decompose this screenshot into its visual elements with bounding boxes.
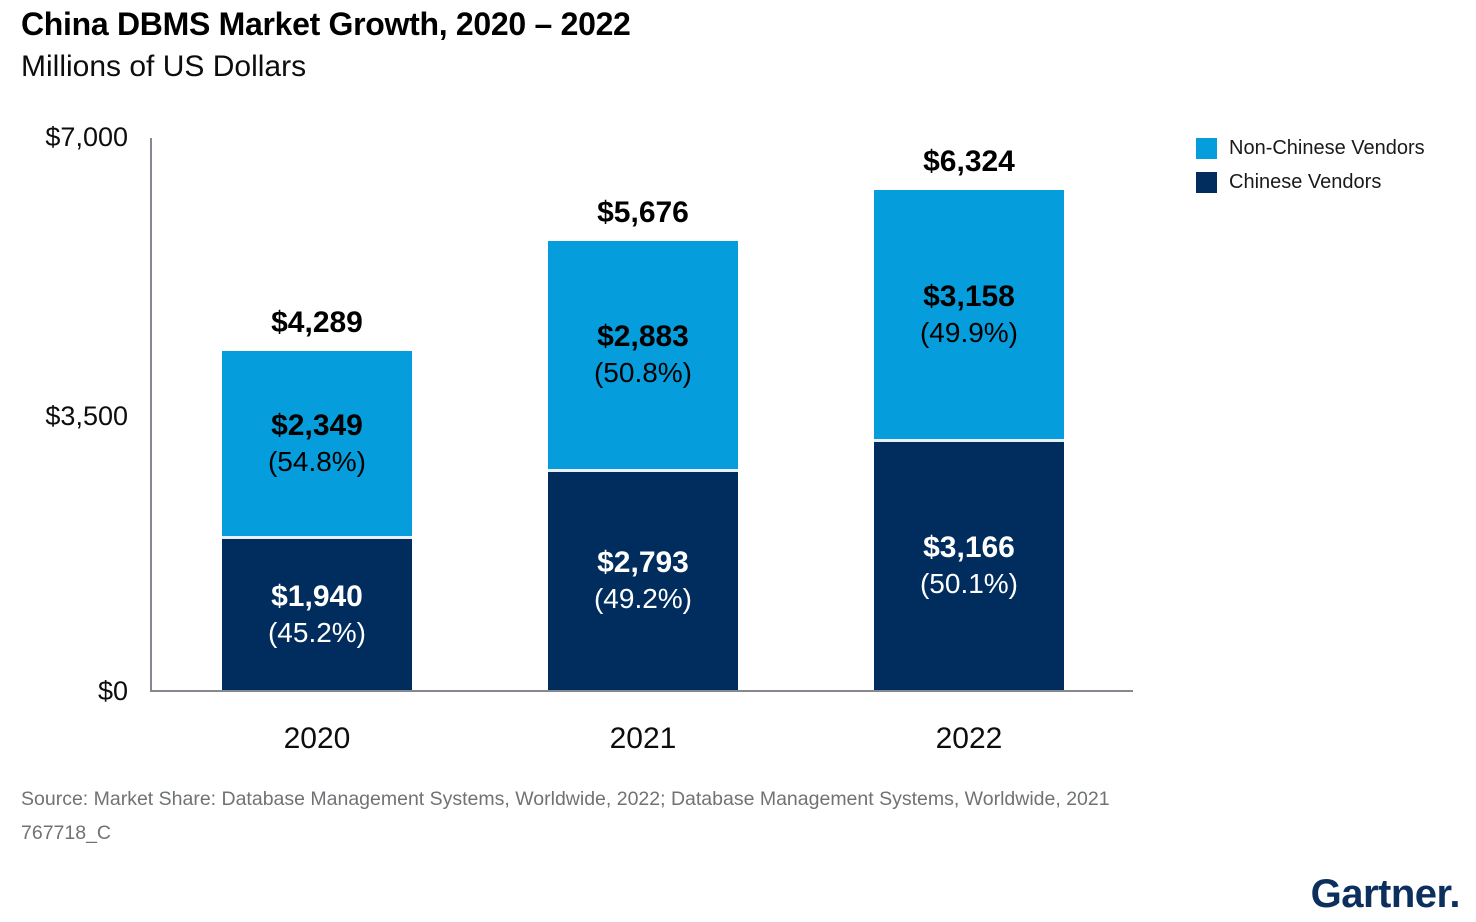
- bar-segment-non-chinese-2022: $3,158 (49.9%): [874, 190, 1064, 439]
- legend-label: Non-Chinese Vendors: [1229, 136, 1425, 159]
- bar-2022: $6,324 $3,158 (49.9%) $3,166 (50.1%): [874, 145, 1064, 690]
- legend-item-non-chinese-vendors: Non-Chinese Vendors: [1196, 131, 1425, 165]
- legend: Non-Chinese Vendors Chinese Vendors: [1196, 131, 1425, 199]
- x-axis-label-2021: 2021: [609, 722, 677, 755]
- y-axis-tick-7000: $7,000: [45, 122, 128, 152]
- segment-share-label: (50.1%): [919, 568, 1019, 599]
- segment-value-label: $2,883: [597, 320, 689, 353]
- bar-total-label-2021: $5,676: [597, 196, 689, 229]
- segment-share-label: (45.2%): [267, 616, 367, 648]
- bar-segment-chinese-2020: $1,940 (45.2%): [222, 536, 412, 690]
- plot-area: $4,289 $2,349 (54.8%) $1,940 (45.2%) $5,676 $2…: [150, 138, 1133, 692]
- segment-value-label: $2,793: [597, 546, 689, 579]
- y-axis-tick-3500: $3,500: [45, 401, 128, 431]
- bar-segment-chinese-2022: $3,166 (50.1%): [874, 439, 1064, 690]
- bar-2020: $4,289 $2,349 (54.8%) $1,940 (45.2%): [222, 306, 412, 690]
- chart-title: China DBMS Market Growth, 2020 – 2022: [21, 6, 631, 42]
- source-line: Source: Market Share: Database Managemen…: [21, 788, 1110, 810]
- segment-value-label: $2,349: [271, 408, 363, 442]
- segment-value-label: $3,166: [923, 531, 1015, 564]
- bar-2021: $5,676 $2,883 (50.8%) $2,793 (49.2%): [548, 196, 738, 690]
- legend-swatch-non-chinese: [1196, 137, 1217, 159]
- bar-segment-non-chinese-2021: $2,883 (50.8%): [548, 241, 738, 469]
- y-axis-tick-0: $0: [97, 676, 128, 706]
- bar-segment-non-chinese-2020: $2,349 (54.8%): [222, 351, 412, 536]
- segment-value-label: $1,940: [271, 579, 363, 613]
- bar-total-label-2020: $4,289: [271, 306, 363, 339]
- segment-value-label: $3,158: [923, 279, 1015, 313]
- document-id: 767718_C: [21, 822, 111, 844]
- bar-segment-chinese-2021: $2,793 (49.2%): [548, 469, 738, 690]
- segment-share-label: (50.8%): [593, 357, 693, 388]
- chart-subtitle: Millions of US Dollars: [21, 50, 307, 83]
- x-axis-label-2022: 2022: [935, 722, 1003, 755]
- legend-item-chinese-vendors: Chinese Vendors: [1196, 165, 1425, 199]
- bar-total-label-2022: $6,324: [923, 145, 1015, 178]
- legend-swatch-chinese: [1196, 171, 1217, 193]
- segment-share-label: (54.8%): [267, 445, 367, 477]
- source-note: Source: Market Share: Database Managemen…: [21, 782, 1110, 850]
- x-axis-label-2020: 2020: [283, 722, 351, 755]
- segment-share-label: (49.2%): [593, 583, 693, 614]
- segment-share-label: (49.9%): [919, 316, 1019, 348]
- gartner-logo: Gartner.: [1310, 872, 1461, 916]
- legend-label: Chinese Vendors: [1229, 170, 1382, 193]
